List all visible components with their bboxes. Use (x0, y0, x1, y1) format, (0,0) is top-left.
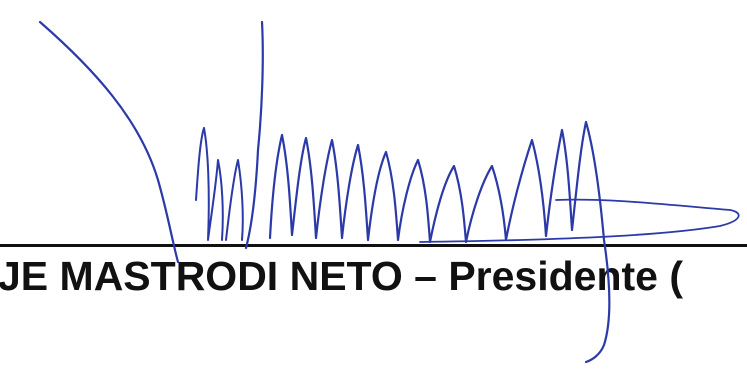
signatory-name-and-title: JE MASTRODI NETO – Presidente ( (0, 253, 684, 299)
signature-strokes (38, 20, 740, 364)
signature-rule (0, 244, 747, 247)
